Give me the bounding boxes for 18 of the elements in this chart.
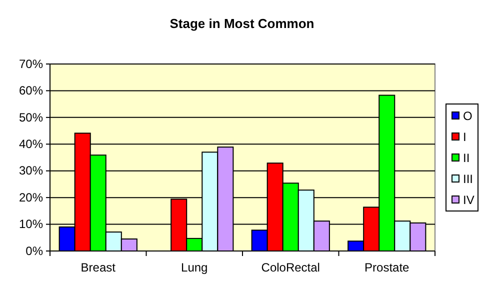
y-tick-label: 40% [18,136,44,151]
y-tick-label: 10% [18,217,44,232]
y-tick-label: 60% [18,84,44,98]
x-tick-label: Prostate [364,260,410,275]
y-tick-label: 30% [18,164,44,178]
y-tick-label: 20% [18,190,44,204]
legend-label: III [463,172,474,186]
y-tick-label: 0% [26,244,44,258]
legend-label: IV [463,193,474,207]
y-tick-label: 50% [18,110,44,124]
chart-title: Stage in Most Common [170,16,314,31]
legend-label: O [463,109,472,123]
x-tick-label: ColoRectal [261,260,320,275]
y-tick-label: 70% [18,56,44,71]
legend-label: I [463,130,466,144]
x-tick-label: Lung [181,260,208,275]
x-tick-label: Breast [80,260,116,275]
legend-label: II [463,151,470,165]
